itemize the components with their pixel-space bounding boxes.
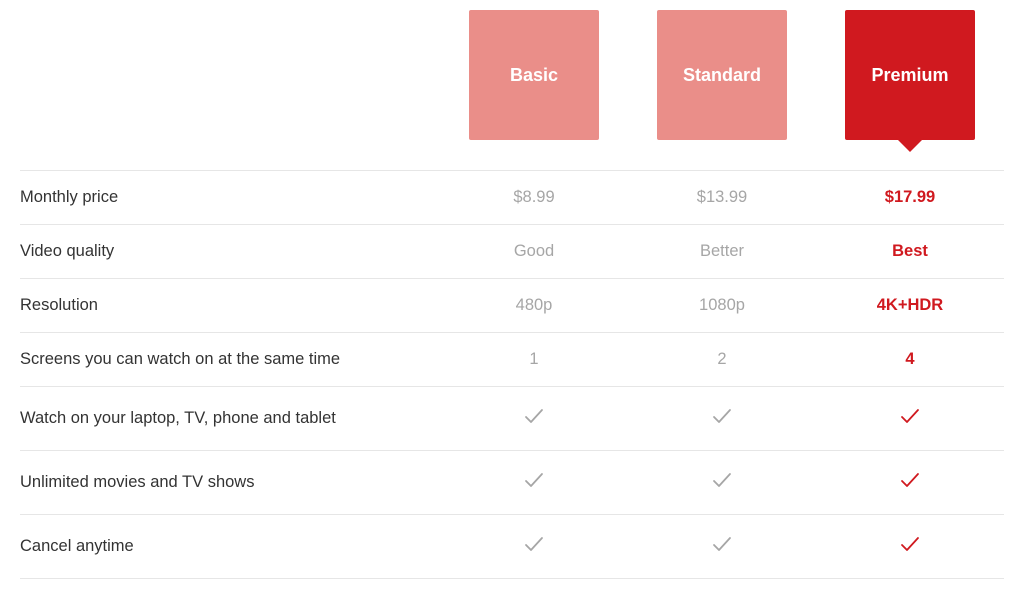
plan-box-basic[interactable]: Basic [469, 10, 599, 140]
table-row: Unlimited movies and TV shows [20, 451, 1004, 515]
plan-label-standard: Standard [683, 65, 761, 86]
check-icon [522, 414, 546, 432]
cell-value: Better [628, 242, 816, 261]
table-row: Watch on your laptop, TV, phone and tabl… [20, 387, 1004, 451]
cell-value [816, 404, 1004, 433]
table-row: Resolution480p1080p4K+HDR [20, 279, 1004, 333]
row-label: Screens you can watch on at the same tim… [20, 350, 440, 369]
check-icon [898, 542, 922, 560]
check-icon [710, 478, 734, 496]
cell-value [816, 468, 1004, 497]
plan-headers-row: Basic Standard Premium [20, 10, 1004, 140]
table-row: Monthly price$8.99$13.99$17.99 [20, 170, 1004, 225]
check-icon [522, 542, 546, 560]
cell-value: 1 [440, 350, 628, 369]
row-label: Video quality [20, 242, 440, 261]
row-label: Cancel anytime [20, 537, 440, 556]
row-label: Monthly price [20, 188, 440, 207]
cell-value [628, 468, 816, 497]
cell-value: $13.99 [628, 188, 816, 207]
check-icon [898, 414, 922, 432]
cell-value [440, 468, 628, 497]
table-row: Video qualityGoodBetterBest [20, 225, 1004, 279]
cell-value: 2 [628, 350, 816, 369]
cell-value: Best [816, 242, 1004, 261]
cell-value: 4 [816, 350, 1004, 369]
plan-label-basic: Basic [510, 65, 558, 86]
plan-header-cell-standard: Standard [628, 10, 816, 140]
row-label: Watch on your laptop, TV, phone and tabl… [20, 409, 440, 428]
cell-value [628, 404, 816, 433]
plan-label-premium: Premium [871, 65, 948, 86]
cell-value: 480p [440, 296, 628, 315]
cell-value [440, 532, 628, 561]
cell-value [440, 404, 628, 433]
check-icon [710, 414, 734, 432]
check-icon [522, 478, 546, 496]
cell-value: 1080p [628, 296, 816, 315]
row-label: Unlimited movies and TV shows [20, 473, 440, 492]
cell-value: $8.99 [440, 188, 628, 207]
cell-value [816, 532, 1004, 561]
table-row: Cancel anytime [20, 515, 1004, 579]
plan-header-cell-premium: Premium [816, 10, 1004, 140]
cell-value: 4K+HDR [816, 296, 1004, 315]
check-icon [898, 478, 922, 496]
plan-box-premium[interactable]: Premium [845, 10, 975, 140]
check-icon [710, 542, 734, 560]
cell-value [628, 532, 816, 561]
plan-header-cell-basic: Basic [440, 10, 628, 140]
row-label: Resolution [20, 296, 440, 315]
cell-value: $17.99 [816, 188, 1004, 207]
comparison-table: Monthly price$8.99$13.99$17.99Video qual… [20, 170, 1004, 579]
table-row: Screens you can watch on at the same tim… [20, 333, 1004, 387]
cell-value: Good [440, 242, 628, 261]
plan-box-standard[interactable]: Standard [657, 10, 787, 140]
